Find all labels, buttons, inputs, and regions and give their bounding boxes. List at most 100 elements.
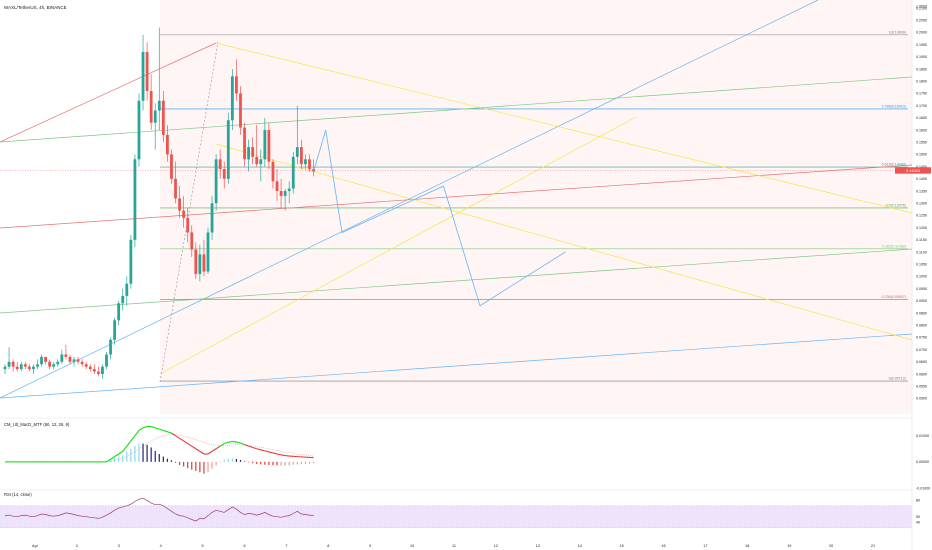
- price-tick-label: 0.1450: [916, 165, 927, 169]
- candle-body: [283, 191, 287, 196]
- candle-body: [84, 364, 88, 367]
- price-tick-label: 0.2000: [916, 31, 927, 35]
- macd-line-segment: [219, 443, 225, 447]
- candle-body: [48, 361, 52, 367]
- macd-axis-label: 0.01000: [916, 434, 929, 438]
- macd-line-segment: [142, 426, 148, 429]
- fib-level-label: 1(0.19900): [889, 30, 906, 34]
- macd-line-segment: [118, 450, 124, 455]
- macd-line-segment: [224, 441, 229, 445]
- candle-body: [105, 354, 108, 367]
- macd-line-segment: [232, 440, 237, 443]
- trendline: [0, 0, 819, 399]
- macd-line-segment: [150, 426, 156, 429]
- time-tick-label: 14: [578, 544, 582, 548]
- macd-pane: 0.01000 0.00000 -0.01000: [5, 425, 930, 490]
- rsi-title: RSI (14, close): [4, 492, 32, 497]
- price-tick-label: 0.1600: [916, 128, 927, 132]
- time-tick-label: 12: [494, 544, 498, 548]
- time-tick-label: 11: [452, 544, 456, 548]
- time-tick-label: Apr: [32, 544, 39, 548]
- time-tick-label: 18: [745, 544, 749, 548]
- macd-line-segment: [191, 445, 197, 450]
- rsi-line: [4, 497, 314, 522]
- macd-line-segment: [268, 451, 274, 454]
- projection-path[interactable]: [313, 129, 566, 307]
- time-tick-label: 20: [829, 544, 833, 548]
- macd-line-segment: [211, 448, 217, 452]
- price-tick-label: 0.1350: [916, 189, 927, 193]
- candle-body: [56, 361, 60, 365]
- price-tick-label: 0.0500: [916, 397, 927, 401]
- candle-body: [64, 354, 68, 357]
- price-tick-label: 0.0600: [916, 372, 927, 376]
- candle-body: [3, 366, 7, 370]
- macd-line-segment: [175, 435, 180, 439]
- time-tick-label: 3: [118, 544, 120, 548]
- candle-body: [251, 147, 255, 157]
- macd-line-segment: [195, 448, 201, 452]
- macd-line-segment: [179, 437, 184, 442]
- candle-body: [92, 369, 96, 372]
- price-tick-label: 0.1300: [916, 202, 927, 206]
- price-tick-label: 0.1050: [916, 263, 927, 267]
- macd-line-segment: [248, 445, 253, 448]
- time-tick-label: 17: [703, 544, 707, 548]
- rsi-axis-label: 40: [916, 520, 920, 524]
- price-tick-label: 0.1650: [916, 116, 927, 120]
- current-price-label: 0.14343: [906, 169, 920, 173]
- price-tick-label: 0.0650: [916, 360, 927, 364]
- price-tick-label: 0.0850: [916, 311, 927, 315]
- candle-body: [129, 239, 133, 284]
- candle-body: [157, 100, 161, 111]
- candle-body: [247, 147, 250, 160]
- candle-body: [11, 361, 15, 367]
- time-axis[interactable]: Apr 2 3 4 5 6 7 8 9 10 11 12 13 14 15 16 17 18 19 20 21: [32, 544, 875, 548]
- fibonacci-retracement[interactable]: 1(0.19900) 0.786(0.16410) 0.618(0.14490) 0.…: [160, 30, 908, 382]
- macd-line-segment: [272, 452, 278, 455]
- macd-line-segment: [126, 440, 132, 447]
- trendlines[interactable]: [0, 0, 913, 399]
- candle-body: [161, 100, 165, 135]
- candle-body: [133, 159, 137, 240]
- time-tick-label: 13: [536, 544, 540, 548]
- macd-line-segment: [138, 427, 144, 431]
- time-tick-label: 15: [619, 544, 623, 548]
- candle-body: [23, 364, 27, 367]
- candle-body: [182, 210, 186, 218]
- fib-level-label: 0.5(0.12976): [886, 203, 906, 207]
- candle-body: [259, 159, 263, 165]
- candle-body: [109, 339, 112, 355]
- time-tick-label: 7: [285, 544, 287, 548]
- fib-level-label: 0.618(0.14490): [882, 163, 906, 167]
- macd-axis-label: -0.01000: [916, 486, 930, 490]
- fib-zone-background: [160, 0, 912, 414]
- fib-level-label: 0.236(0.09557): [882, 295, 906, 299]
- candle-body: [206, 232, 210, 272]
- candle-body: [117, 303, 121, 321]
- fib-level-label: 0.786(0.16410): [882, 104, 906, 108]
- candle-body: [60, 354, 64, 362]
- macd-signal-line: [5, 434, 314, 463]
- price-tick-label: 1.0000: [916, 4, 927, 8]
- candle-body: [88, 366, 92, 370]
- candle-body: [174, 178, 177, 199]
- candle-body: [267, 130, 271, 162]
- candle-body: [190, 232, 194, 250]
- candle-body: [68, 356, 72, 362]
- trendline: [0, 76, 913, 143]
- candle-body: [145, 51, 149, 91]
- macd-line-segment: [134, 430, 140, 437]
- time-tick-label: 4: [160, 544, 162, 548]
- price-axis[interactable]: 1.00000.2100 0.2050 0.2000 0.1950 0.1900 0.18…: [0, 4, 931, 401]
- time-tick-label: 21: [871, 544, 875, 548]
- fib-level-label: 0(0.05712): [889, 377, 906, 381]
- price-pane-background: [0, 0, 913, 550]
- macd-title: CM_Ult_MacD_MTF (60, 12, 26, 9): [4, 422, 70, 427]
- macd-line-segment: [228, 440, 233, 443]
- price-tick-label: 0.1800: [916, 80, 927, 84]
- current-price-badge: [895, 167, 931, 174]
- price-tick-label: 0.0900: [916, 299, 927, 303]
